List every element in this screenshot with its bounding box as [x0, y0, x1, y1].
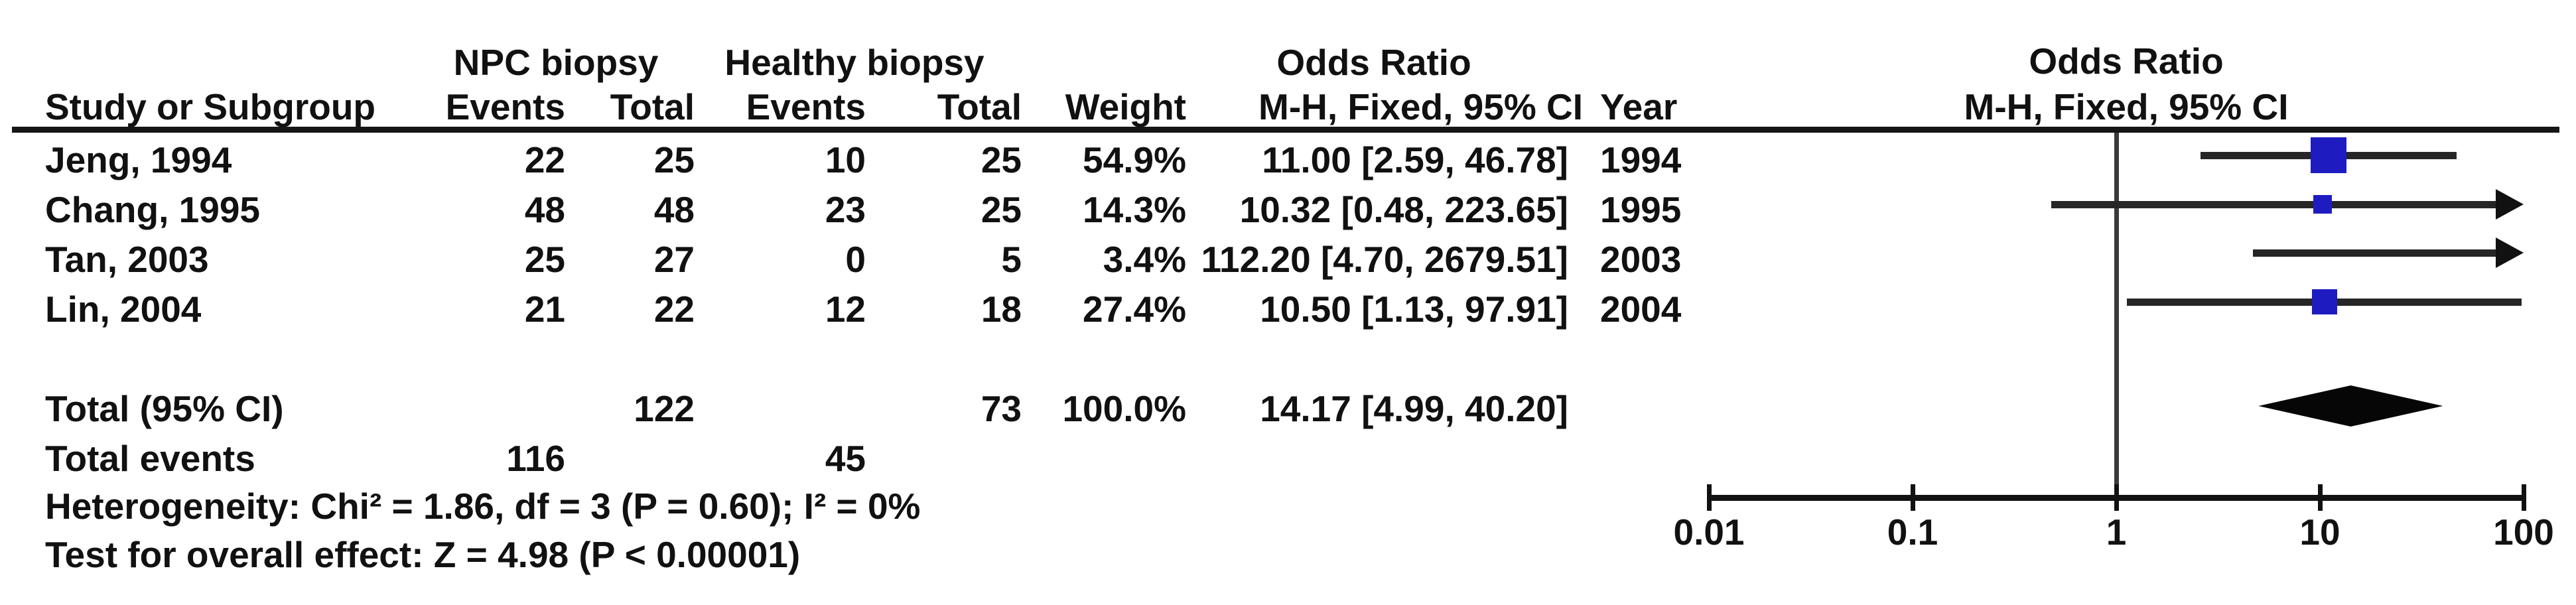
- total-npc-value: 48: [653, 189, 695, 230]
- axis-tick: [2522, 484, 2526, 511]
- weight-value: 14.3%: [1083, 189, 1186, 230]
- total-healthy-sum: 73: [981, 388, 1022, 429]
- total-npc-value: 27: [653, 239, 695, 280]
- null-effect-line: [2114, 133, 2119, 498]
- pooled-effect-diamond: [2258, 385, 2443, 427]
- study-name: Jeng, 1994: [45, 139, 232, 180]
- events-npc-value: 25: [524, 239, 565, 280]
- weight-value: 54.9%: [1083, 139, 1186, 180]
- odds-ratio-ci-value: 112.20 [4.70, 2679.51]: [1201, 239, 1568, 280]
- events-npc-value: 22: [524, 139, 565, 180]
- pooled-odds-ratio-ci: 14.17 [4.99, 40.20]: [1260, 388, 1568, 429]
- total-npc-value: 25: [653, 139, 695, 180]
- column-header-total-npc: Total: [610, 86, 695, 127]
- column-header-mh-fixed-ci: M-H, Fixed, 95% CI: [1258, 86, 1583, 127]
- total-healthy-value: 5: [1001, 239, 1022, 280]
- total-npc-value: 22: [653, 289, 695, 330]
- year-value: 1995: [1600, 189, 1682, 230]
- events-npc-value: 21: [524, 289, 565, 330]
- study-name: Lin, 2004: [45, 289, 202, 330]
- axis-tick: [2114, 484, 2119, 511]
- ci-line: [2253, 249, 2500, 257]
- weight-value: 3.4%: [1103, 239, 1186, 280]
- study-name: Tan, 2003: [45, 239, 209, 280]
- total-healthy-value: 25: [981, 189, 1022, 230]
- axis-tick-label: 1: [2106, 511, 2127, 553]
- ci-arrow-right-icon: [2496, 189, 2524, 220]
- effect-size-square: [2311, 137, 2346, 173]
- events-healthy-value: 0: [845, 239, 866, 280]
- ci-arrow-right-icon: [2496, 237, 2524, 268]
- column-header-total-healthy: Total: [937, 86, 1022, 127]
- axis-tick-label: 0.01: [1673, 511, 1745, 553]
- axis-tick-label: 0.1: [1887, 511, 1938, 553]
- events-healthy-value: 10: [825, 139, 866, 180]
- plot-header-odds-ratio: Odds Ratio: [2029, 40, 2224, 82]
- odds-ratio-ci-value: 11.00 [2.59, 46.78]: [1262, 139, 1568, 180]
- odds-ratio-ci-value: 10.32 [0.48, 223.65]: [1239, 189, 1568, 230]
- column-header-weight: Weight: [1065, 86, 1186, 127]
- axis-tick: [1707, 484, 1712, 511]
- column-header-events-healthy: Events: [746, 86, 866, 127]
- total-events-npc: 116: [506, 438, 565, 479]
- axis-tick-label: 100: [2493, 511, 2554, 553]
- heterogeneity-stats: Heterogeneity: Chi² = 1.86, df = 3 (P = …: [45, 486, 921, 527]
- column-group-header-healthy-biopsy: Healthy biopsy: [724, 42, 984, 83]
- events-healthy-value: 23: [825, 189, 866, 230]
- events-healthy-value: 12: [825, 289, 866, 330]
- odds-ratio-ci-value: 10.50 [1.13, 97.91]: [1260, 289, 1568, 330]
- effect-size-square: [2312, 289, 2337, 314]
- column-header-events-npc: Events: [445, 86, 565, 127]
- weight-value: 27.4%: [1083, 289, 1186, 330]
- column-header-study: Study or Subgroup: [45, 86, 376, 127]
- column-group-header-odds-ratio: Odds Ratio: [1276, 42, 1471, 83]
- year-value: 2003: [1600, 239, 1682, 280]
- header-divider: [12, 127, 2559, 133]
- ci-line: [2051, 201, 2500, 208]
- plot-header-mh-fixed-ci: M-H, Fixed, 95% CI: [1964, 86, 2289, 127]
- events-npc-value: 48: [524, 189, 565, 230]
- year-value: 2004: [1600, 289, 1682, 330]
- overall-effect-stats: Test for overall effect: Z = 4.98 (P < 0…: [45, 534, 801, 575]
- axis-tick-label: 10: [2299, 511, 2340, 553]
- axis-tick: [1911, 484, 1915, 511]
- total-events-healthy: 45: [825, 438, 866, 479]
- total-row-label: Total (95% CI): [45, 388, 284, 429]
- effect-size-square: [2313, 195, 2332, 214]
- axis-tick: [2318, 484, 2323, 511]
- column-group-header-npc-biopsy: NPC biopsy: [453, 42, 659, 83]
- total-healthy-value: 18: [981, 289, 1022, 330]
- year-value: 1994: [1600, 139, 1682, 180]
- total-weight: 100.0%: [1062, 388, 1186, 429]
- column-header-year: Year: [1600, 86, 1678, 127]
- study-name: Chang, 1995: [45, 189, 261, 230]
- total-events-label: Total events: [45, 438, 255, 479]
- total-npc-sum: 122: [634, 388, 695, 429]
- total-healthy-value: 25: [981, 139, 1022, 180]
